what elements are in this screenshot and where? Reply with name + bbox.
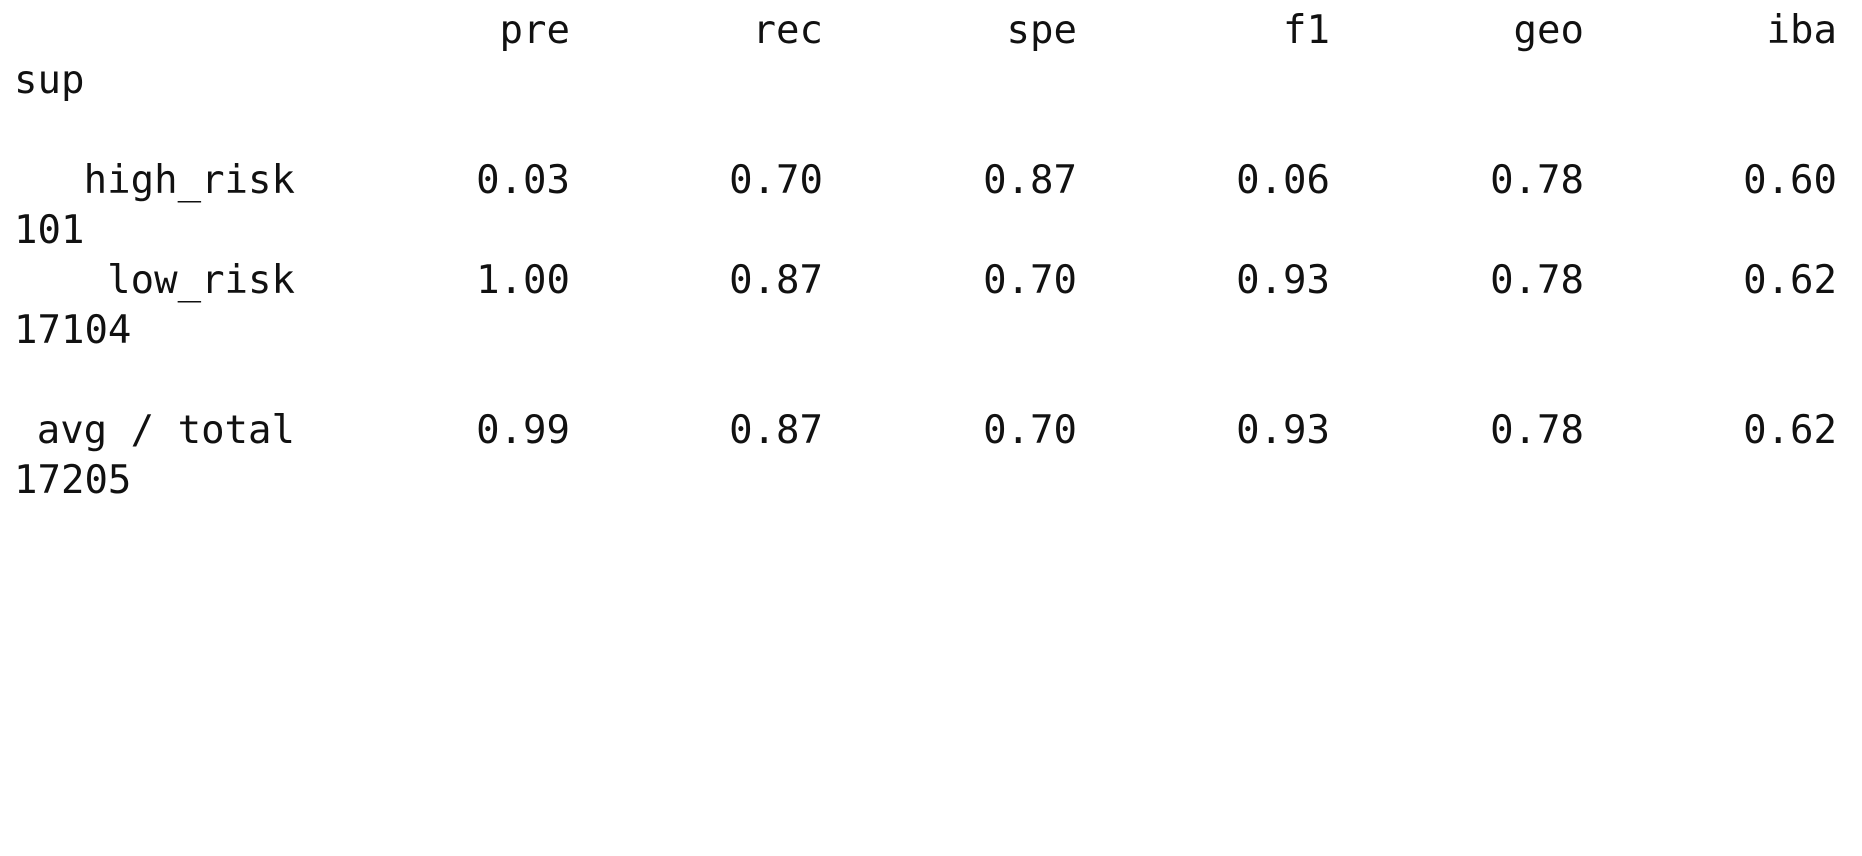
total-pre: 0.99 <box>476 408 570 453</box>
row-label: low_risk <box>107 258 295 303</box>
value-iba: 0.62 <box>1743 258 1837 303</box>
header-spe: spe <box>1006 8 1077 53</box>
total-row: avg / total 0.99 0.87 0.70 0.93 0.78 0.6… <box>0 406 1862 456</box>
total-rec: 0.87 <box>729 408 823 453</box>
total-iba: 0.62 <box>1743 408 1837 453</box>
header-rec: rec <box>752 8 823 53</box>
total-row-wrap: 17205 <box>0 456 1862 506</box>
value-spe: 0.70 <box>983 258 1077 303</box>
value-geo: 0.78 <box>1490 158 1584 203</box>
total-f1: 0.93 <box>1236 408 1330 453</box>
header-iba: iba <box>1766 8 1837 53</box>
table-row: low_risk 1.00 0.87 0.70 0.93 0.78 0.62 <box>0 256 1862 306</box>
value-pre: 1.00 <box>476 258 570 303</box>
value-rec: 0.70 <box>729 158 823 203</box>
value-sup: 17104 <box>14 308 132 353</box>
header-f1: f1 <box>1283 8 1330 53</box>
table-row-wrap: 17104 <box>0 306 1862 356</box>
value-f1: 0.06 <box>1236 158 1330 203</box>
value-spe: 0.87 <box>983 158 1077 203</box>
value-rec: 0.87 <box>729 258 823 303</box>
header-pre: pre <box>499 8 570 53</box>
header-wrap-row: sup <box>0 56 1862 106</box>
total-spe: 0.70 <box>983 408 1077 453</box>
total-label: avg / total <box>36 408 295 453</box>
row-label: high_risk <box>83 158 295 203</box>
header-geo: geo <box>1513 8 1584 53</box>
total-sup: 17205 <box>14 458 132 503</box>
value-sup: 101 <box>14 208 85 253</box>
value-pre: 0.03 <box>476 158 570 203</box>
header-sup: sup <box>14 58 85 103</box>
total-geo: 0.78 <box>1490 408 1584 453</box>
table-row-wrap: 101 <box>0 206 1862 256</box>
value-geo: 0.78 <box>1490 258 1584 303</box>
value-f1: 0.93 <box>1236 258 1330 303</box>
header-row: pre rec spe f1 geo iba <box>0 6 1862 56</box>
value-iba: 0.60 <box>1743 158 1837 203</box>
classification-report: pre rec spe f1 geo iba sup high_risk 0.0… <box>0 6 1862 506</box>
table-row: high_risk 0.03 0.70 0.87 0.06 0.78 0.60 <box>0 156 1862 206</box>
